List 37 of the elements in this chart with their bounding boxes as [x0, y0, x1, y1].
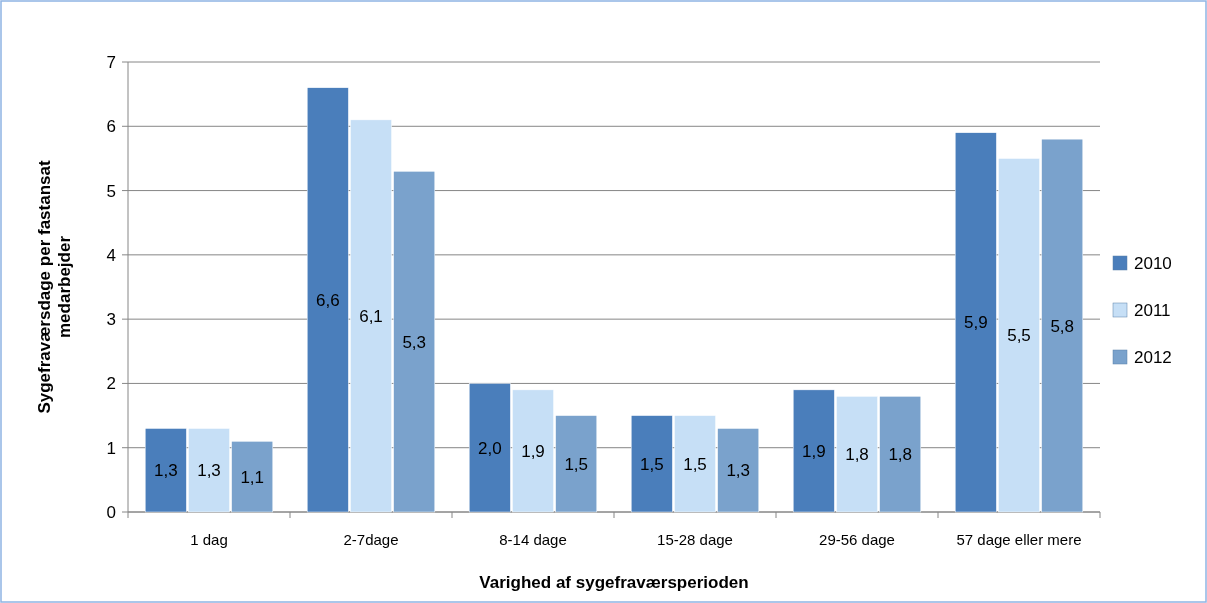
y-tick-label: 2: [106, 374, 116, 394]
data-label: 5,8: [1050, 316, 1075, 336]
data-label: 1,5: [564, 454, 589, 474]
x-tick-label: 29-56 dage: [819, 531, 895, 548]
legend-label: 2011: [1134, 301, 1171, 320]
data-label: 1,3: [197, 461, 221, 481]
legend-label: 2010: [1134, 254, 1172, 273]
data-label: 6,1: [359, 306, 383, 326]
data-label: 1,8: [845, 445, 869, 465]
data-label: 1,1: [240, 467, 265, 487]
data-label: 6,6: [315, 290, 340, 310]
x-tick-label: 2-7dage: [343, 531, 399, 548]
y-axis-title: Sygefraværsdage per fastansat medarbejder: [35, 160, 74, 414]
data-label: 1,5: [683, 454, 707, 474]
x-tick-label: 8-14 dage: [499, 531, 567, 548]
y-tick-label: 7: [106, 53, 116, 72]
x-tick-label: 57 dage eller mere: [956, 531, 1082, 548]
y-tick-label: 1: [106, 438, 116, 458]
data-label: 5,9: [963, 313, 988, 333]
data-label: 5,3: [402, 332, 427, 352]
data-label: 1,3: [726, 461, 751, 481]
data-label: 2,0: [477, 438, 502, 458]
data-label: 1,9: [801, 441, 826, 461]
data-label: 1,3: [153, 461, 178, 481]
x-axis-title: Varighed af sygefraværsperioden: [479, 573, 749, 592]
x-tick-label: 15-28 dage: [657, 531, 733, 548]
data-label: 1,9: [521, 441, 545, 461]
x-tick-label: 1 dag: [190, 531, 228, 548]
data-label: 1,5: [639, 454, 664, 474]
legend-label: 2012: [1134, 348, 1172, 367]
y-tick-label: 6: [106, 117, 116, 137]
data-label: 1,8: [888, 445, 913, 465]
y-tick-label: 0: [106, 503, 116, 522]
data-label: 5,5: [1007, 326, 1031, 346]
y-tick-label: 4: [106, 245, 116, 265]
y-tick-label: 5: [106, 181, 116, 201]
y-tick-label: 3: [106, 310, 116, 330]
